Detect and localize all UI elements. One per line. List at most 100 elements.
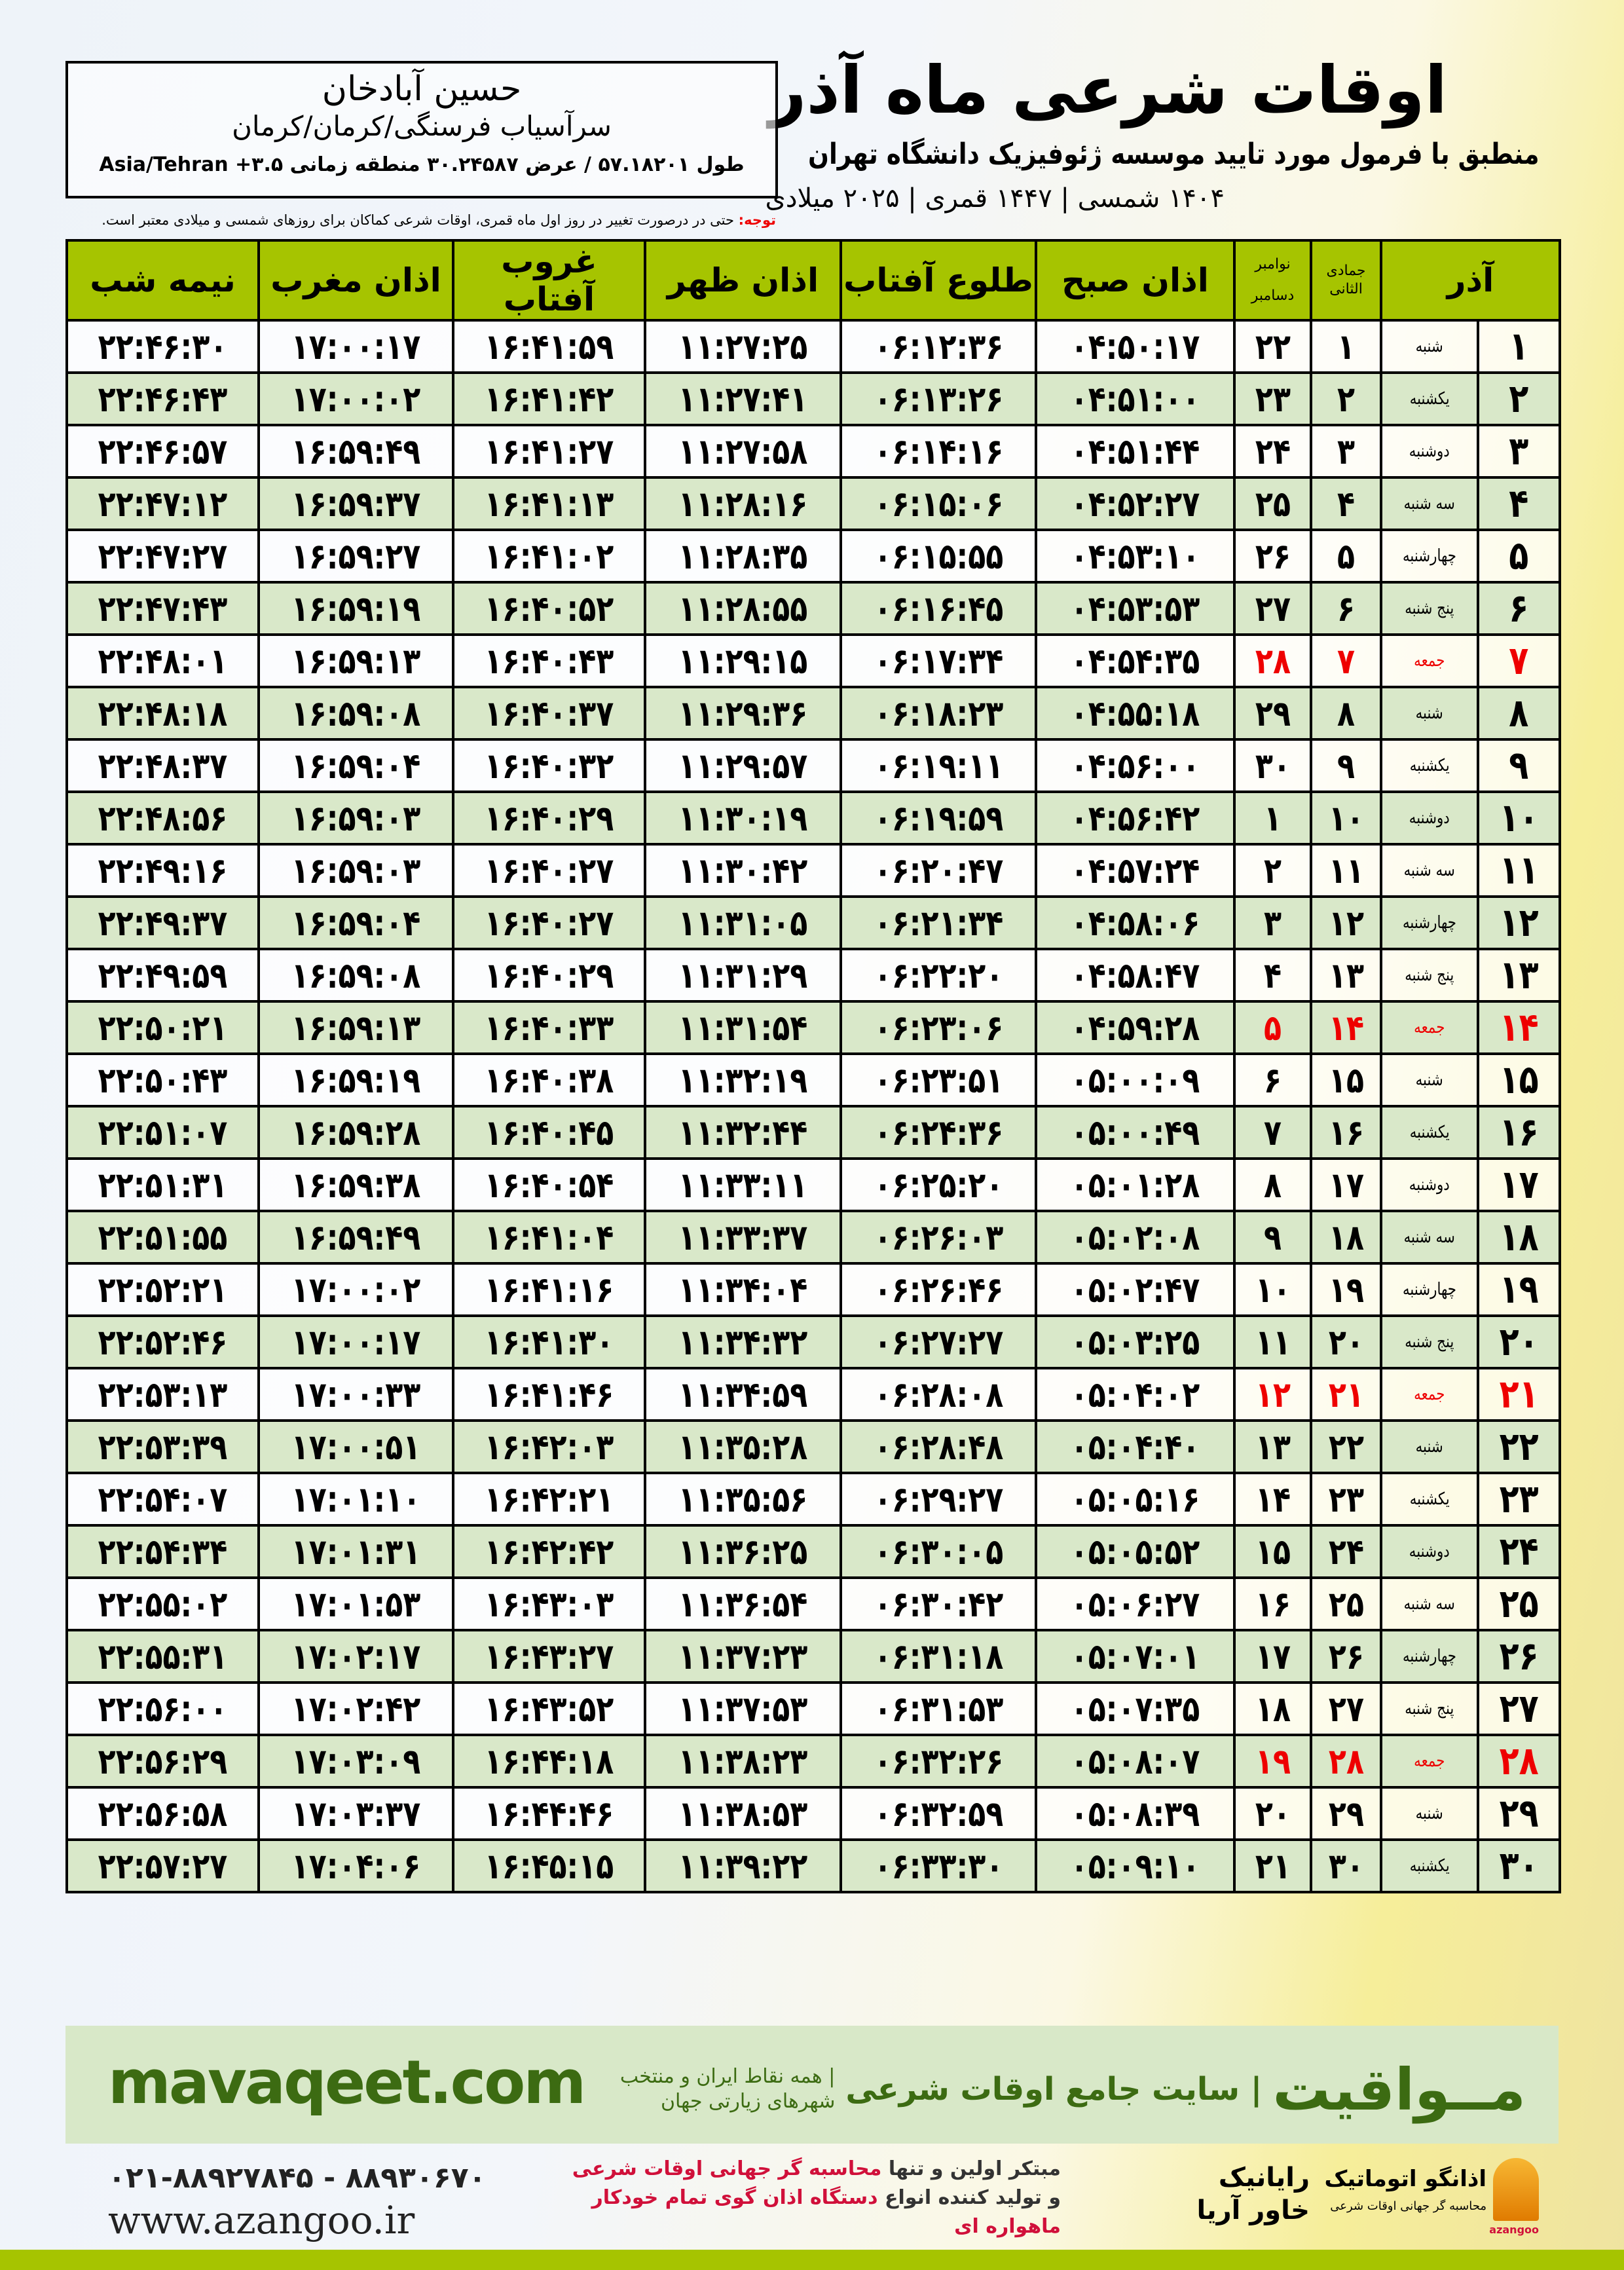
cell-midnight: ۲۲:۴۷:۴۳ — [65, 581, 260, 636]
cell-weekday: پنج شنبه — [1380, 581, 1479, 636]
azangoo-logo-sub: محاسبه گر جهانی اوقات شرعی — [1330, 2199, 1486, 2213]
cell-fajr: ۰۵:۰۴:۴۰ — [1035, 1419, 1236, 1474]
cell-hijri: ۲۵ — [1310, 1576, 1382, 1631]
cell-day: ۱۵ — [1477, 1052, 1561, 1107]
page-subtitle: منطبق با فرمول مورد تایید موسسه ژئوفیزیک… — [807, 138, 1539, 171]
table-row: ۴ سه شنبه ۴ ۲۵ ۰۴:۵۲:۲۷ ۰۶:۱۵:۰۶ ۱۱:۲۸:۱۶ ۱۶:۴۱… — [65, 476, 1561, 531]
cell-midnight: ۲۲:۴۹:۱۶ — [65, 843, 260, 898]
table-row: ۷ جمعه ۷ ۲۸ ۰۴:۵۴:۳۵ ۰۶:۱۷:۳۴ ۱۱:۲۹:۱۵ ۱۶:۴۰:۴۳… — [65, 633, 1561, 688]
cell-day-text: ۲۶ — [1499, 1633, 1539, 1679]
cell-sunrise: ۰۶:۳۲:۵۹ — [840, 1786, 1037, 1841]
cell-sunset: ۱۶:۴۰:۳۳ — [452, 1000, 646, 1055]
cell-weekday: سه شنبه — [1380, 476, 1479, 531]
cell-sunrise: ۰۶:۱۳:۲۶ — [840, 371, 1037, 426]
cell-greg: ۲۸ — [1233, 633, 1312, 688]
cell-fajr-text: ۰۴:۵۳:۱۰ — [1070, 535, 1200, 577]
table-row: ۱۵ شنبه ۱۵ ۶ ۰۵:۰۰:۰۹ ۰۶:۲۳:۵۱ ۱۱:۳۲:۱۹ ۱۶:۴۰:۳… — [65, 1052, 1561, 1107]
tagline-small: | همه نقاط ایران و منتخب شهرهای زیارتی ج… — [619, 2065, 836, 2113]
cell-hijri: ۱۶ — [1310, 1105, 1382, 1160]
table-row: ۱۳ پنج شنبه ۱۳ ۴ ۰۴:۵۸:۴۷ ۰۶:۲۲:۲۰ ۱۱:۳۱:۲۹ ۱۶:… — [65, 948, 1561, 1003]
notice-label: توجه: — [738, 212, 776, 228]
cell-sunrise: ۰۶:۲۹:۲۷ — [840, 1472, 1037, 1527]
cell-sunset: ۱۶:۴۱:۳۰ — [452, 1314, 646, 1369]
cell-day-text: ۲۰ — [1499, 1319, 1539, 1365]
cell-maghrib-text: ۱۶:۵۹:۱۳ — [291, 640, 421, 682]
cell-greg-text: ۱۰ — [1255, 1269, 1291, 1311]
cell-sunset-text: ۱۶:۴۰:۲۹ — [484, 954, 614, 996]
cell-sunrise: ۰۶:۲۵:۲۰ — [840, 1157, 1037, 1212]
cell-fajr: ۰۴:۵۶:۴۲ — [1035, 791, 1236, 846]
cell-day: ۱۶ — [1477, 1105, 1561, 1160]
cell-fajr: ۰۵:۰۶:۲۷ — [1035, 1576, 1236, 1631]
cell-sunset-text: ۱۶:۴۰:۴۳ — [484, 640, 614, 682]
cell-greg: ۹ — [1233, 1210, 1312, 1265]
cell-sunrise-text: ۰۶:۲۸:۰۸ — [874, 1373, 1003, 1415]
cell-hijri-text: ۱۹ — [1328, 1269, 1364, 1311]
cell-hijri: ۱ — [1310, 319, 1382, 374]
cell-midnight-text: ۲۲:۴۷:۲۷ — [98, 535, 228, 577]
cell-dhuhr: ۱۱:۲۸:۱۶ — [644, 476, 842, 531]
cell-dhuhr-text: ۱۱:۳۵:۵۶ — [678, 1478, 808, 1520]
cell-sunrise: ۰۶:۲۸:۰۸ — [840, 1367, 1037, 1422]
cell-fajr: ۰۵:۰۲:۰۸ — [1035, 1210, 1236, 1265]
cell-day: ۱۹ — [1477, 1262, 1561, 1317]
cell-fajr: ۰۴:۵۸:۰۶ — [1035, 895, 1236, 950]
cell-maghrib: ۱۶:۵۹:۲۷ — [257, 529, 454, 584]
cell-fajr-text: ۰۴:۵۹:۲۸ — [1070, 1007, 1200, 1049]
cell-fajr: ۰۵:۰۱:۲۸ — [1035, 1157, 1236, 1212]
table-row: ۲۹ شنبه ۲۹ ۲۰ ۰۵:۰۸:۳۹ ۰۶:۳۲:۵۹ ۱۱:۳۸:۵۳ ۱۶:۴۴:… — [65, 1786, 1561, 1841]
cell-fajr-text: ۰۴:۵۲:۲۷ — [1070, 483, 1200, 525]
cell-weekday: یکشنبه — [1380, 1105, 1479, 1160]
cell-maghrib: ۱۶:۵۹:۴۹ — [257, 1210, 454, 1265]
cell-maghrib: ۱۶:۵۹:۴۹ — [257, 424, 454, 479]
cell-sunset-text: ۱۶:۴۵:۱۵ — [484, 1845, 614, 1887]
cell-sunset-text: ۱۶:۴۱:۰۴ — [484, 1216, 614, 1258]
cell-midnight: ۲۲:۴۷:۱۲ — [65, 476, 260, 531]
cell-weekday: دوشنبه — [1380, 791, 1479, 846]
cell-greg-text: ۲۲ — [1255, 326, 1291, 367]
cell-sunrise-text: ۰۶:۲۳:۰۶ — [874, 1007, 1003, 1049]
cell-midnight: ۲۲:۴۷:۲۷ — [65, 529, 260, 584]
header-midnight: نیمه شب — [65, 239, 260, 322]
cell-hijri: ۲۹ — [1310, 1786, 1382, 1841]
cell-day: ۲۵ — [1477, 1576, 1561, 1631]
cell-hijri-text: ۲۱ — [1328, 1373, 1364, 1415]
cell-day-text: ۱۹ — [1499, 1267, 1539, 1312]
cell-greg: ۲۴ — [1233, 424, 1312, 479]
cell-greg-text: ۲۸ — [1255, 640, 1291, 682]
cell-fajr: ۰۵:۰۴:۰۲ — [1035, 1367, 1236, 1422]
cell-dhuhr-text: ۱۱:۲۸:۱۶ — [678, 483, 808, 525]
cell-hijri-text: ۱۳ — [1328, 954, 1364, 996]
cell-sunset: ۱۶:۴۳:۵۲ — [452, 1681, 646, 1736]
cell-greg: ۲ — [1233, 843, 1312, 898]
cell-dhuhr: ۱۱:۳۶:۲۵ — [644, 1524, 842, 1579]
cell-hijri: ۲۲ — [1310, 1419, 1382, 1474]
cell-weekday-text: شنبه — [1415, 1437, 1444, 1457]
cell-sunset-text: ۱۶:۴۱:۰۲ — [484, 535, 614, 577]
cell-day: ۹ — [1477, 738, 1561, 793]
cell-fajr: ۰۴:۵۳:۱۰ — [1035, 529, 1236, 584]
cell-hijri: ۹ — [1310, 738, 1382, 793]
cell-hijri: ۱۹ — [1310, 1262, 1382, 1317]
cell-hijri: ۵ — [1310, 529, 1382, 584]
cell-weekday: جمعه — [1380, 1000, 1479, 1055]
cell-hijri-text: ۳ — [1337, 430, 1356, 472]
header-sunset: غروب آفتاب — [452, 239, 646, 322]
rayanik-logo: رایانیک خاور آریا — [1196, 2163, 1310, 2225]
table-row: ۳ دوشنبه ۳ ۲۴ ۰۴:۵۱:۴۴ ۰۶:۱۴:۱۶ ۱۱:۲۷:۵۸ ۱۶:۴۱:… — [65, 424, 1561, 479]
cell-sunrise: ۰۶:۲۰:۴۷ — [840, 843, 1037, 898]
cell-day-text: ۲۱ — [1499, 1371, 1539, 1417]
cell-maghrib-text: ۱۶:۵۹:۰۳ — [291, 849, 421, 891]
site-url[interactable]: mavaqeet.com — [108, 2047, 586, 2117]
cell-hijri: ۱۸ — [1310, 1210, 1382, 1265]
cell-maghrib: ۱۶:۵۹:۰۴ — [257, 738, 454, 793]
cell-sunrise: ۰۶:۲۳:۵۱ — [840, 1052, 1037, 1107]
header-dhuhr: اذان ظهر — [644, 239, 842, 322]
cell-weekday-text: چهارشنبه — [1403, 1647, 1456, 1666]
cell-hijri: ۱۱ — [1310, 843, 1382, 898]
cell-dhuhr-text: ۱۱:۳۹:۲۲ — [678, 1845, 808, 1887]
cell-fajr-text: ۰۵:۰۱:۲۸ — [1070, 1164, 1200, 1206]
cell-fajr: ۰۴:۵۶:۰۰ — [1035, 738, 1236, 793]
cell-midnight: ۲۲:۴۶:۳۰ — [65, 319, 260, 374]
azangoo-website[interactable]: www.azangoo.ir — [108, 2198, 415, 2242]
